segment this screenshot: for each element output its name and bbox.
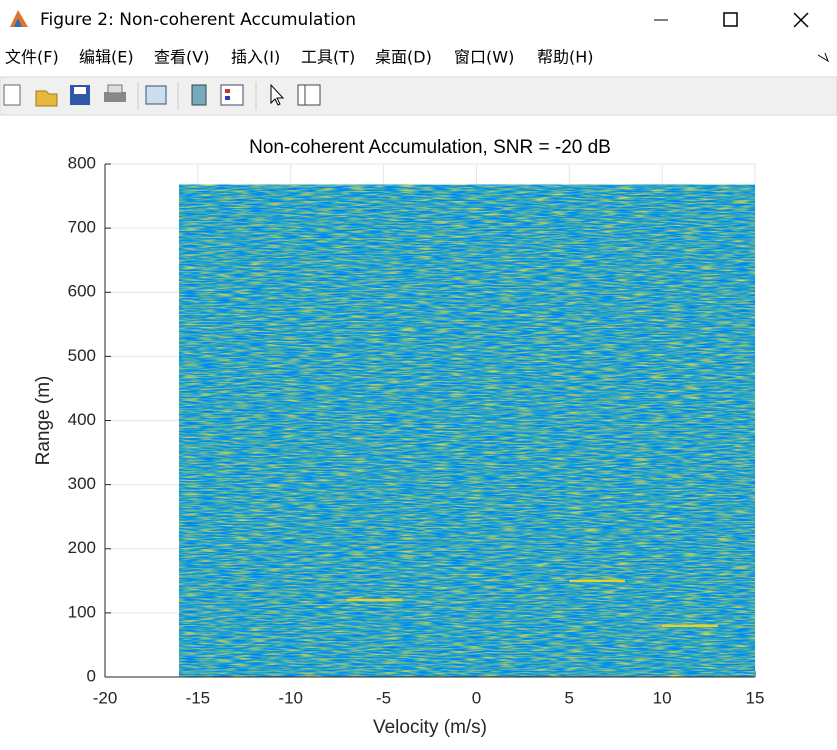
maximize-button[interactable] [723, 12, 738, 27]
chart-title: Non-coherent Accumulation, SNR = -20 dB [249, 137, 611, 158]
x-tick-label: 15 [746, 688, 765, 707]
toolbar [0, 76, 837, 116]
menu-item[interactable]: 工具(T) [301, 48, 355, 67]
menu-item[interactable]: 窗口(W) [454, 48, 514, 67]
toolbar-icons[interactable] [3, 82, 321, 110]
x-tick-label: -20 [93, 688, 118, 707]
menu-item[interactable]: 查看(V) [154, 48, 209, 67]
window-title: Figure 2: Non-coherent Accumulation [40, 10, 356, 30]
y-tick-label: 100 [68, 602, 96, 621]
menu-item[interactable]: 桌面(D) [375, 48, 432, 67]
menu-item[interactable]: 帮助(H) [537, 48, 594, 67]
menu-arrow[interactable] [817, 52, 829, 63]
x-tick-label: 0 [472, 688, 481, 707]
axes: -20 -15 -10 -5 0 5 10 15 0 100 200 300 400 500 600 700 8… [33, 137, 764, 738]
x-axis-label: Velocity (m/s) [373, 717, 487, 738]
y-tick-label: 200 [68, 538, 96, 557]
x-tick-label: -5 [376, 688, 391, 707]
y-tick-label: 500 [68, 346, 96, 365]
y-tick-label: 400 [68, 410, 96, 429]
y-tick-label: 700 [68, 218, 96, 237]
menu-item[interactable]: 文件(F) [5, 48, 59, 67]
matlab-icon [10, 10, 28, 27]
y-tick-label: 800 [68, 153, 96, 172]
menu-item[interactable]: 编辑(E) [79, 48, 134, 67]
x-tick-label: -15 [186, 688, 211, 707]
x-tick-label: 10 [653, 688, 672, 707]
heatmap-field [179, 184, 756, 677]
menu-item[interactable]: 插入(I) [231, 48, 280, 67]
menu-bar: 文件(F) 编辑(E) 查看(V) 插入(I) 工具(T) 桌面(D) 窗口(W) 帮助(H) [5, 48, 594, 67]
close-button[interactable] [793, 12, 809, 28]
y-tick-label: 300 [68, 474, 96, 493]
y-axis-label: Range (m) [33, 376, 54, 466]
x-tick-label: 5 [565, 688, 574, 707]
y-tick-label: 600 [68, 282, 96, 301]
y-tick-label: 0 [87, 666, 96, 685]
x-tick-label: -10 [278, 688, 303, 707]
